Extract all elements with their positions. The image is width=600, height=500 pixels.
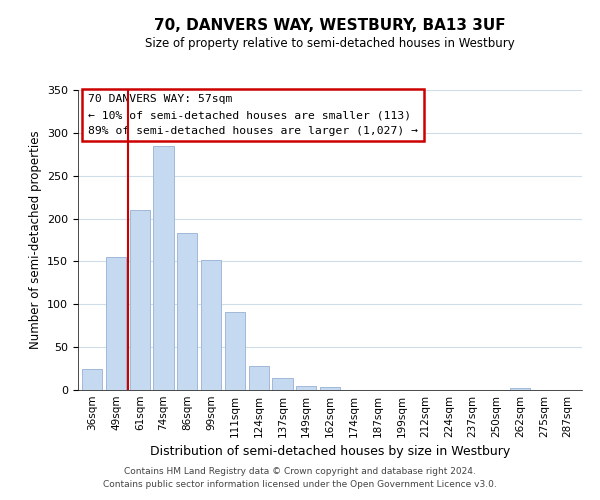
X-axis label: Distribution of semi-detached houses by size in Westbury: Distribution of semi-detached houses by …: [150, 446, 510, 458]
Text: 70, DANVERS WAY, WESTBURY, BA13 3UF: 70, DANVERS WAY, WESTBURY, BA13 3UF: [154, 18, 506, 32]
Bar: [510, 388, 530, 390]
Bar: [225, 312, 245, 390]
Y-axis label: Number of semi-detached properties: Number of semi-detached properties: [29, 130, 41, 350]
Text: Size of property relative to semi-detached houses in Westbury: Size of property relative to semi-detach…: [145, 38, 515, 51]
Bar: [82, 368, 103, 390]
Bar: [154, 146, 173, 390]
Text: Contains public sector information licensed under the Open Government Licence v3: Contains public sector information licen…: [103, 480, 497, 489]
Text: 70 DANVERS WAY: 57sqm
← 10% of semi-detached houses are smaller (113)
89% of sem: 70 DANVERS WAY: 57sqm ← 10% of semi-deta…: [88, 94, 418, 136]
Bar: [296, 386, 316, 390]
Bar: [320, 386, 340, 390]
Bar: [248, 366, 269, 390]
Bar: [177, 233, 197, 390]
Bar: [272, 378, 293, 390]
Bar: [201, 260, 221, 390]
Bar: [130, 210, 150, 390]
Bar: [106, 257, 126, 390]
Text: Contains HM Land Registry data © Crown copyright and database right 2024.: Contains HM Land Registry data © Crown c…: [124, 467, 476, 476]
